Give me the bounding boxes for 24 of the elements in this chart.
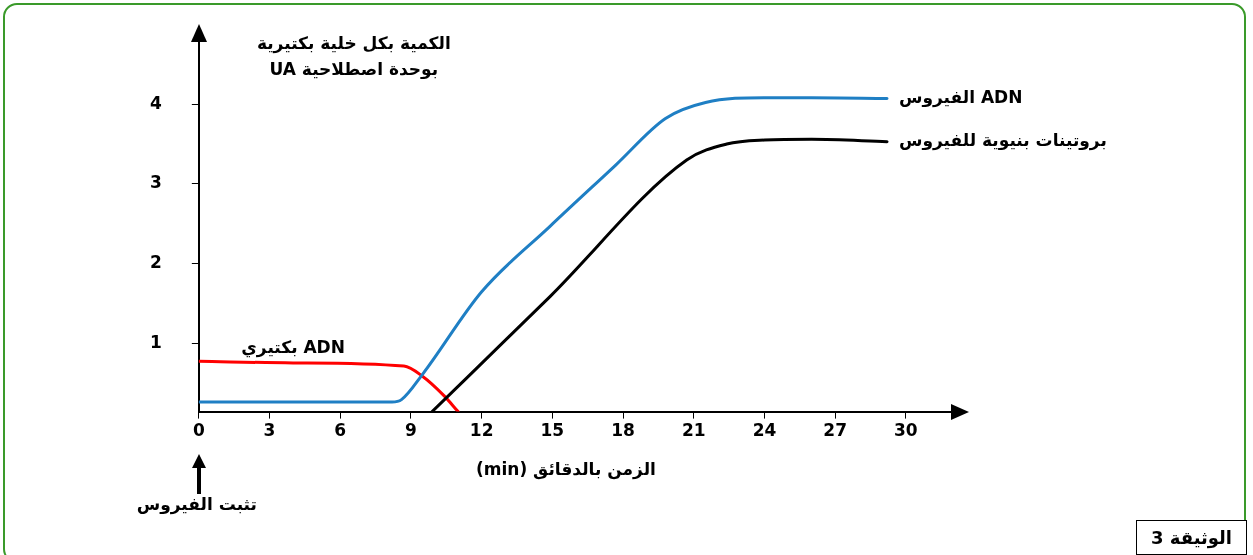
y-tick-label: 1	[149, 332, 162, 353]
x-axis-title: الزمن بالدقائق (min)	[475, 458, 656, 480]
line-series	[198, 359, 460, 412]
series-label: ADN الفيروس	[899, 86, 1023, 108]
x-tick-label: 27	[823, 420, 847, 441]
text: تثبت الفيروس	[136, 493, 257, 515]
y-tick-label: 4	[149, 92, 162, 113]
x-tick-label: 15	[540, 420, 565, 441]
series-label: بروتينات بنيوية للفيروس	[899, 130, 1107, 152]
x-tick-label: 0	[192, 420, 205, 441]
x-tick-label: 24	[752, 420, 777, 441]
x-tick-label: 21	[681, 420, 706, 441]
x-tick-label: 30	[894, 420, 918, 441]
text: الوثيقة 3	[1136, 520, 1247, 555]
x-tick-label: 12	[469, 420, 494, 441]
y-axis-title: الكمية بكل خلية بكتيرية بوحدة اصطلاحية UA	[256, 32, 451, 80]
x-tick-label: 6	[334, 420, 347, 441]
series-label: ADN بكتيري	[241, 336, 345, 358]
y-tick-label: 3	[149, 172, 162, 193]
x-tick-label: 18	[611, 420, 635, 441]
y-tick-label: 2	[149, 252, 162, 273]
x-tick-label: 9	[405, 420, 417, 441]
line-series	[198, 96, 889, 404]
x-tick-label: 3	[263, 420, 276, 441]
